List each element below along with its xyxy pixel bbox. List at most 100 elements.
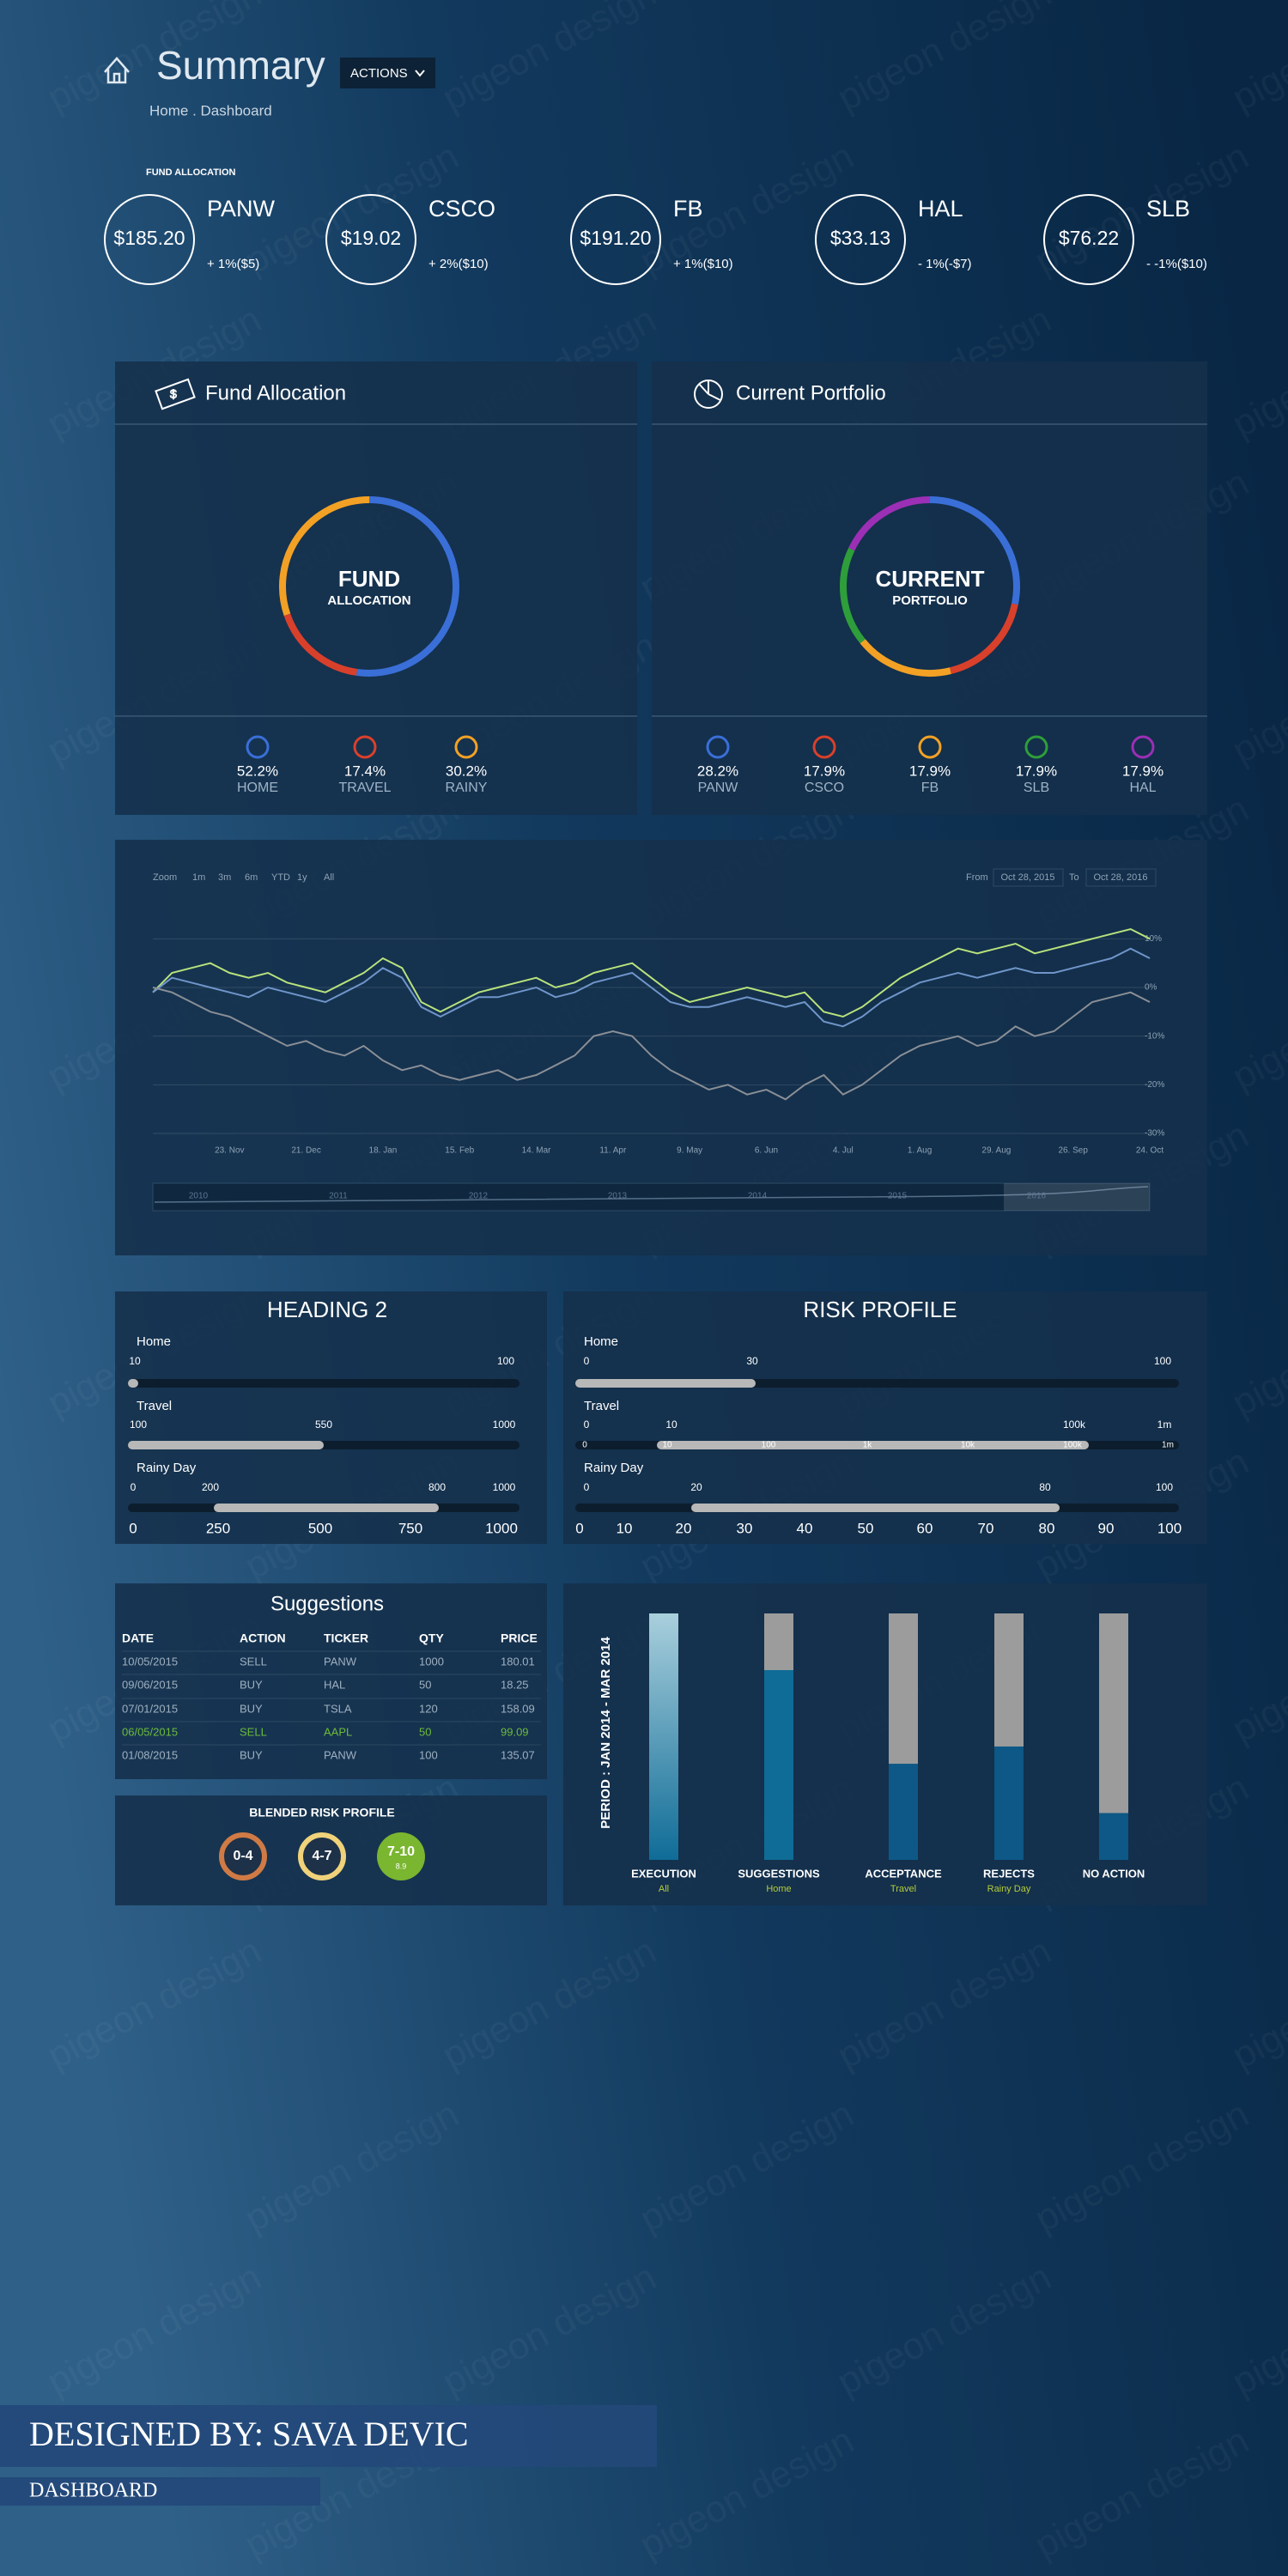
x-tick-label: 21. Dec	[291, 1146, 320, 1156]
table-cell: 01/08/2015	[122, 1748, 178, 1761]
legend-marker	[1024, 735, 1048, 759]
footer-designer: DESIGNED BY: SAVA DEVIC	[29, 2415, 469, 2453]
slider-axis-label: 90	[1098, 1520, 1115, 1536]
x-sub-label: All	[659, 1884, 669, 1894]
x-tick-label: 11. Apr	[599, 1146, 627, 1156]
ticker-ring	[1043, 194, 1134, 285]
panel	[652, 361, 1207, 815]
navigator-selection[interactable]	[1004, 1183, 1150, 1211]
to-value: Oct 28, 2016	[1094, 872, 1148, 883]
slider-axis-label: 1000	[485, 1520, 518, 1536]
slider-axis-label: 10	[617, 1520, 633, 1536]
x-tick-label: 14. Mar	[522, 1146, 552, 1156]
table-cell: 99.09	[501, 1725, 529, 1738]
table-cell: TSLA	[324, 1702, 352, 1715]
slider-axis-label: 50	[858, 1520, 874, 1536]
legend-value: 17.9%	[909, 762, 951, 779]
table-cell: 50	[419, 1678, 431, 1691]
slider-fill[interactable]	[128, 1441, 324, 1449]
table-cell: PANW	[324, 1748, 357, 1761]
slider-axis-label: 0	[575, 1520, 583, 1536]
legend-label: FB	[921, 781, 939, 795]
to-label: To	[1069, 872, 1079, 883]
ticker-price: $76.22	[1059, 227, 1119, 249]
legend-label: PANW	[698, 781, 739, 795]
slider-track[interactable]	[128, 1379, 519, 1388]
donut-center-subtitle: PORTFOLIO	[892, 593, 968, 608]
legend-marker	[918, 735, 942, 759]
legend-label: TRAVEL	[338, 781, 391, 795]
donut-segment	[279, 496, 370, 617]
slider-label: Home	[137, 1334, 171, 1349]
donut-segment	[283, 613, 358, 676]
section-label: FUND ALLOCATION	[146, 167, 236, 178]
money-icon: $	[155, 378, 196, 410]
slider-tick-label: 0	[584, 1419, 590, 1431]
slider-tick-label: 800	[428, 1481, 446, 1493]
from-input[interactable]	[993, 868, 1064, 887]
zoom-option[interactable]: 1y	[297, 872, 307, 883]
slider-axis-label: 250	[206, 1520, 230, 1536]
page-title: Summary	[156, 43, 325, 88]
series-line	[152, 987, 1151, 1101]
slider-tick-label: 0	[584, 1355, 590, 1367]
zoom-label: Zoom	[153, 872, 177, 883]
risk-badge	[219, 1832, 267, 1880]
navigator-label: 2011	[329, 1192, 348, 1201]
x-tick-label: 9. May	[677, 1146, 702, 1156]
x-tick-label: 23. Nov	[215, 1146, 244, 1156]
actions-label[interactable]: ACTIONS	[350, 66, 408, 81]
slider-tick-label: 1000	[493, 1481, 516, 1493]
slider-fill[interactable]	[575, 1379, 756, 1388]
ticker-change: - 1%(-$7)	[918, 257, 972, 271]
donut-segment	[355, 496, 459, 677]
slider-fill[interactable]	[691, 1504, 1060, 1512]
ticker-change: + 2%($10)	[428, 257, 489, 271]
slider-tick-label: 100k	[1063, 1419, 1086, 1431]
x-sub-label: Travel	[890, 1884, 916, 1894]
slider-tick-label: 100	[497, 1355, 514, 1367]
slider-scale-label: 100k	[1063, 1441, 1083, 1450]
zoom-option[interactable]: 3m	[218, 872, 231, 883]
ticker-price: $19.02	[341, 227, 401, 249]
legend-label: HAL	[1129, 781, 1156, 795]
x-tick-label: 24. Oct	[1136, 1146, 1163, 1156]
donut-center-subtitle: ALLOCATION	[327, 593, 410, 608]
series-line	[152, 927, 1151, 1018]
slider-axis-label: 40	[797, 1520, 813, 1536]
donut-segment	[840, 547, 866, 644]
ticker-price: $33.13	[830, 227, 890, 249]
footer-page: DASHBOARD	[29, 2480, 157, 2502]
ticker-symbol: CSCO	[428, 196, 495, 222]
slider-label: Travel	[584, 1399, 619, 1413]
bar	[764, 1670, 793, 1860]
zoom-option[interactable]: 6m	[245, 872, 258, 883]
legend-value: 52.2%	[237, 762, 278, 779]
table-cell: AAPL	[324, 1725, 352, 1738]
y-tick-label: -20%	[1145, 1080, 1164, 1090]
slider-fill[interactable]	[214, 1504, 439, 1512]
slider-fill[interactable]	[657, 1441, 1089, 1449]
x-tick-label: 18. Jan	[369, 1146, 398, 1156]
actions-button[interactable]	[340, 58, 435, 88]
x-tick-label: 15. Feb	[445, 1146, 474, 1156]
risk-badge-label: 7-10	[387, 1844, 415, 1859]
x-sub-label: Home	[766, 1884, 791, 1894]
zoom-option[interactable]: 1m	[192, 872, 205, 883]
slider-tick-label: 10	[665, 1419, 677, 1431]
legend-value: 17.4%	[344, 762, 386, 779]
slider-scale-label: 0	[582, 1441, 587, 1450]
zoom-option[interactable]: YTD	[271, 872, 290, 883]
x-tick-label: EXECUTION	[631, 1867, 696, 1880]
risk-badge-label: 0-4	[233, 1849, 252, 1863]
table-cell: BUY	[240, 1678, 263, 1691]
breadcrumb[interactable]: Home . Dashboard	[149, 102, 272, 118]
to-input[interactable]	[1085, 868, 1157, 887]
y-tick-label: 0%	[1145, 983, 1157, 993]
slider-tick-label: 30	[746, 1355, 758, 1367]
slider-fill[interactable]	[128, 1379, 138, 1388]
from-label: From	[966, 872, 988, 883]
zoom-option[interactable]: All	[324, 872, 334, 883]
legend-value: 17.9%	[1122, 762, 1163, 779]
